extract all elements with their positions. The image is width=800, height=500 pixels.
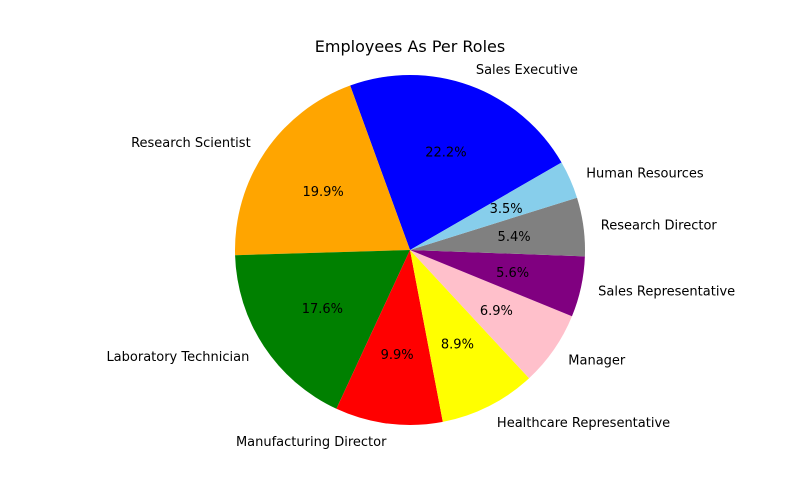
pie-slice-0 [350, 75, 562, 251]
pie-category-label-5: Manager [568, 354, 626, 369]
pie-percent-label-5: 6.9% [480, 304, 513, 319]
pie-percent-label-7: 5.4% [498, 230, 531, 245]
pie-category-label-0: Sales Executive [476, 63, 578, 78]
chart-title: Employees As Per Roles [315, 37, 505, 56]
pie-percent-label-3: 9.9% [381, 348, 414, 363]
pie-category-label-7: Research Director [601, 218, 718, 233]
pie-category-label-6: Sales Representative [598, 285, 735, 300]
pie-slice-8 [410, 162, 578, 250]
pie-percent-label-8: 3.5% [490, 202, 523, 217]
pie-percent-label-4: 8.9% [441, 338, 474, 353]
pie-slice-5 [410, 250, 572, 379]
pie-category-label-3: Manufacturing Director [236, 435, 387, 450]
pie-category-label-4: Healthcare Representative [497, 416, 670, 431]
pie-slice-1 [235, 85, 410, 256]
pie-slice-4 [410, 250, 530, 422]
pie-slices [235, 75, 585, 425]
pie-percent-label-6: 5.6% [496, 266, 529, 281]
pie-category-label-1: Research Scientist [131, 136, 251, 151]
pie-percent-label-2: 17.6% [302, 302, 343, 317]
pie-percent-label-1: 19.9% [302, 185, 343, 200]
pie-slice-7 [410, 197, 585, 257]
pie-percent-labels: 22.2% 19.9% 17.6% 9.9% 8.9% 6.9% 5.6% 5.4% 3.5% [302, 145, 531, 363]
pie-slice-6 [410, 250, 585, 317]
pie-category-labels: Sales Executive Research Scientist Laborat… [106, 63, 735, 450]
pie-slice-3 [336, 250, 443, 425]
pie-category-label-2: Laboratory Technician [106, 350, 249, 365]
pie-percent-label-0: 22.2% [425, 145, 466, 160]
pie-category-label-8: Human Resources [586, 167, 704, 182]
pie-slice-2 [235, 250, 410, 409]
